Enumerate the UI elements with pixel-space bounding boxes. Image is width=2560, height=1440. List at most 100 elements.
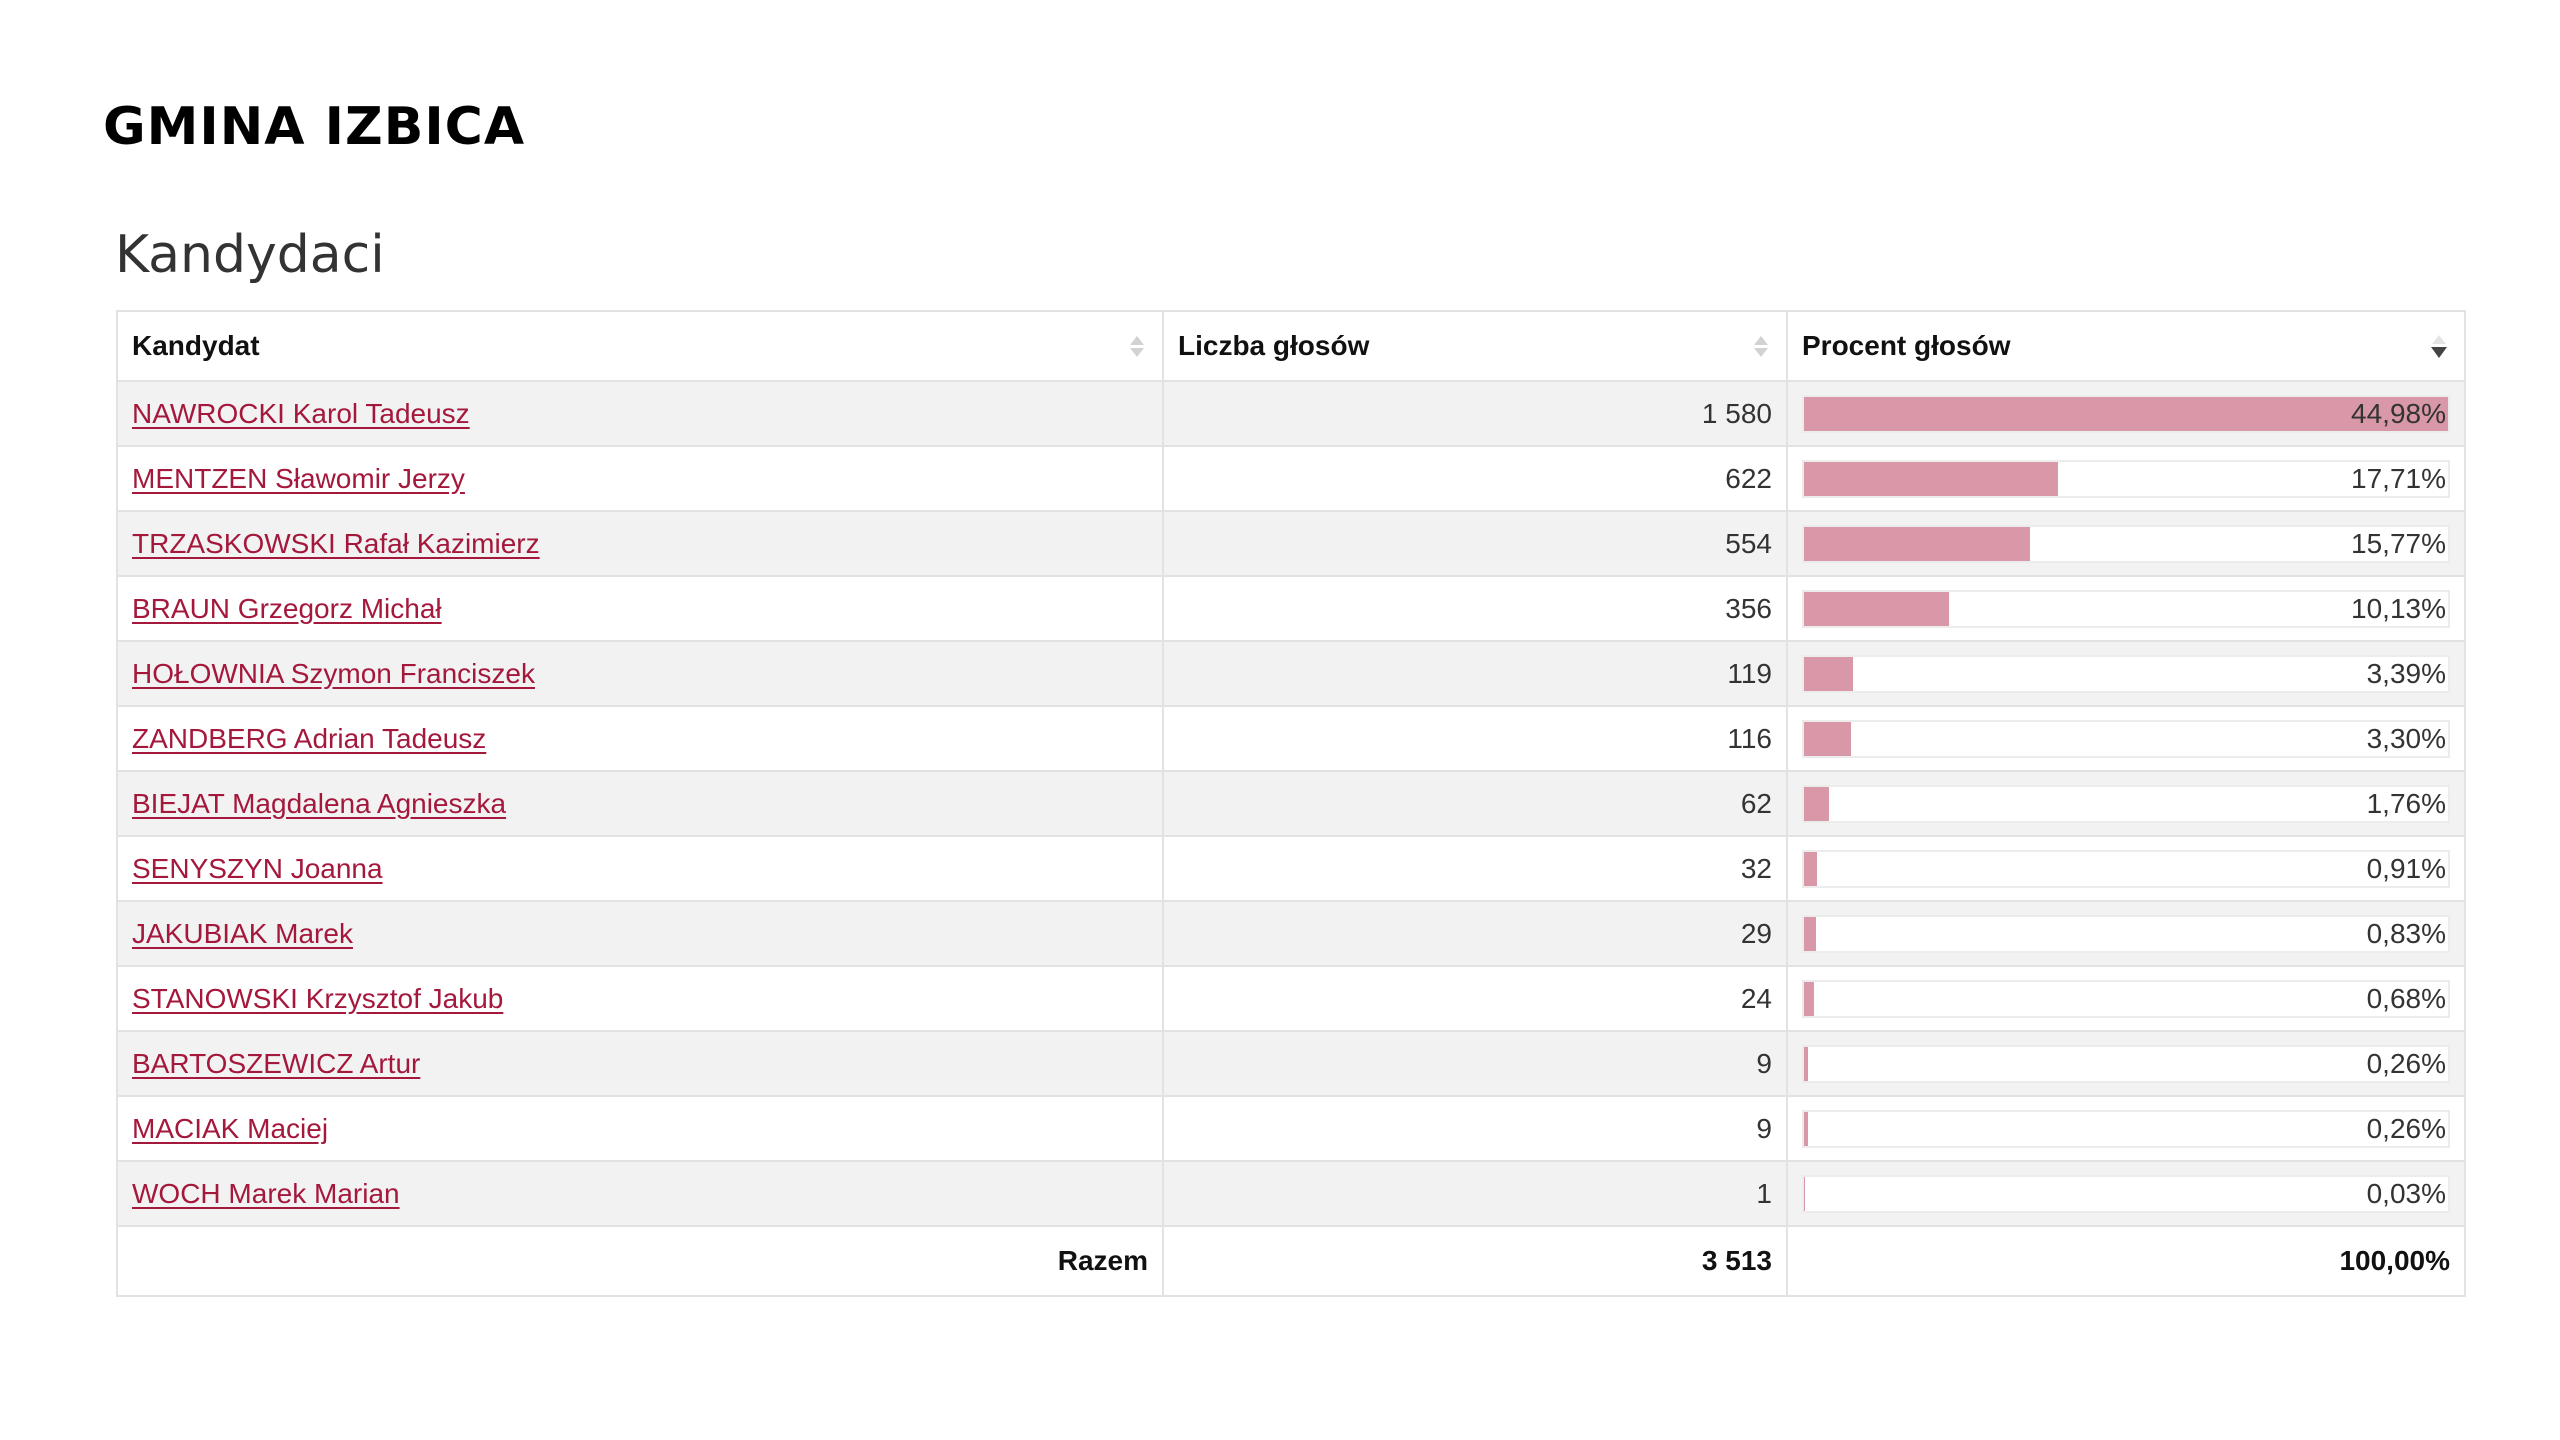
candidate-cell: BRAUN Grzegorz Michał — [116, 575, 1164, 642]
percent-bar: 1,76% — [1802, 784, 2450, 823]
votes-cell: 1 — [1162, 1160, 1788, 1227]
percent-label: 3,39% — [2366, 657, 2446, 689]
votes-cell: 32 — [1162, 835, 1788, 902]
votes-cell: 9 — [1162, 1095, 1788, 1162]
sort-desc-icon — [1130, 347, 1144, 357]
candidate-link[interactable]: STANOWSKI Krzysztof Jakub — [132, 982, 504, 1014]
column-header-label: Procent głosów — [1802, 330, 2011, 361]
votes-cell: 356 — [1162, 575, 1788, 642]
candidate-cell: STANOWSKI Krzysztof Jakub — [116, 965, 1164, 1032]
votes-cell: 119 — [1162, 640, 1788, 707]
candidate-link[interactable]: JAKUBIAK Marek — [132, 917, 353, 949]
percent-bar-fill — [1804, 526, 2030, 561]
candidate-cell: MACIAK Maciej — [116, 1095, 1164, 1162]
percent-bar-fill — [1804, 1111, 1808, 1146]
percent-bar-fill — [1804, 591, 1950, 626]
page-title: GMINA IZBICA — [103, 97, 526, 157]
candidate-link[interactable]: BARTOSZEWICZ Artur — [132, 1047, 421, 1079]
sort-asc-icon — [1754, 335, 1768, 345]
percent-cell: 0,03% — [1786, 1160, 2466, 1227]
candidate-link[interactable]: TRZASKOWSKI Rafał Kazimierz — [132, 527, 540, 559]
sort-icon[interactable] — [1130, 331, 1144, 361]
percent-cell: 17,71% — [1786, 445, 2466, 512]
table-row: MENTZEN Sławomir Jerzy 622 17,71% — [116, 445, 2466, 512]
column-header-votes[interactable]: Liczba głosów — [1162, 310, 1788, 382]
percent-bar: 17,71% — [1802, 459, 2450, 498]
sort-icon[interactable] — [1754, 331, 1768, 361]
column-header-label: Kandydat — [132, 330, 260, 361]
percent-cell: 15,77% — [1786, 510, 2466, 577]
table-row: JAKUBIAK Marek 29 0,83% — [116, 900, 2466, 967]
percent-cell: 1,76% — [1786, 770, 2466, 837]
percent-bar: 0,83% — [1802, 914, 2450, 953]
percent-bar: 3,39% — [1802, 654, 2450, 693]
table-row: HOŁOWNIA Szymon Franciszek 119 3,39% — [116, 640, 2466, 707]
candidate-link[interactable]: ZANDBERG Adrian Tadeusz — [132, 722, 487, 754]
candidate-cell: BARTOSZEWICZ Artur — [116, 1030, 1164, 1097]
sort-desc-icon — [2431, 346, 2447, 358]
column-header-percent[interactable]: Procent głosów — [1786, 310, 2466, 382]
sort-asc-icon — [2432, 334, 2446, 344]
votes-cell: 622 — [1162, 445, 1788, 512]
table-row: WOCH Marek Marian 1 0,03% — [116, 1160, 2466, 1227]
votes-cell: 62 — [1162, 770, 1788, 837]
table-header-row: Kandydat Liczba głosów Procent głosów — [116, 310, 2466, 382]
percent-cell: 3,30% — [1786, 705, 2466, 772]
candidate-link[interactable]: BIEJAT Magdalena Agnieszka — [132, 787, 507, 819]
percent-cell: 10,13% — [1786, 575, 2466, 642]
percent-label: 1,76% — [2366, 787, 2446, 819]
percent-label: 0,26% — [2366, 1112, 2446, 1144]
candidate-cell: SENYSZYN Joanna — [116, 835, 1164, 902]
votes-cell: 9 — [1162, 1030, 1788, 1097]
percent-bar-fill — [1804, 461, 2058, 496]
candidate-link[interactable]: HOŁOWNIA Szymon Franciszek — [132, 657, 535, 689]
percent-bar-fill — [1804, 656, 1853, 691]
percent-cell: 0,68% — [1786, 965, 2466, 1032]
candidate-cell: MENTZEN Sławomir Jerzy — [116, 445, 1164, 512]
candidate-cell: TRZASKOWSKI Rafał Kazimierz — [116, 510, 1164, 577]
percent-bar: 15,77% — [1802, 524, 2450, 563]
percent-bar-fill — [1804, 851, 1818, 886]
candidate-cell: BIEJAT Magdalena Agnieszka — [116, 770, 1164, 837]
candidate-link[interactable]: BRAUN Grzegorz Michał — [132, 592, 442, 624]
candidates-table: Kandydat Liczba głosów Procent głosów — [116, 310, 2466, 1297]
section-title: Kandydaci — [115, 225, 385, 285]
candidate-link[interactable]: WOCH Marek Marian — [132, 1177, 400, 1209]
candidate-cell: WOCH Marek Marian — [116, 1160, 1164, 1227]
candidate-link[interactable]: MACIAK Maciej — [132, 1112, 329, 1144]
table-row: BARTOSZEWICZ Artur 9 0,26% — [116, 1030, 2466, 1097]
percent-bar: 44,98% — [1802, 394, 2450, 433]
sort-desc-active-icon[interactable] — [2431, 331, 2447, 361]
table-row: NAWROCKI Karol Tadeusz 1 580 44,98% — [116, 380, 2466, 447]
percent-cell: 0,26% — [1786, 1095, 2466, 1162]
percent-bar: 0,03% — [1802, 1174, 2450, 1213]
candidate-link[interactable]: NAWROCKI Karol Tadeusz — [132, 397, 470, 429]
table-row: ZANDBERG Adrian Tadeusz 116 3,30% — [116, 705, 2466, 772]
percent-cell: 0,83% — [1786, 900, 2466, 967]
percent-cell: 3,39% — [1786, 640, 2466, 707]
candidate-cell: NAWROCKI Karol Tadeusz — [116, 380, 1164, 447]
percent-label: 10,13% — [2351, 592, 2446, 624]
percent-bar: 0,68% — [1802, 979, 2450, 1018]
table-row: SENYSZYN Joanna 32 0,91% — [116, 835, 2466, 902]
table-row: STANOWSKI Krzysztof Jakub 24 0,68% — [116, 965, 2466, 1032]
percent-label: 44,98% — [2351, 397, 2446, 429]
candidate-link[interactable]: SENYSZYN Joanna — [132, 852, 383, 884]
percent-bar: 0,26% — [1802, 1044, 2450, 1083]
column-header-candidate[interactable]: Kandydat — [116, 310, 1164, 382]
table-row: TRZASKOWSKI Rafał Kazimierz 554 15,77% — [116, 510, 2466, 577]
votes-cell: 1 580 — [1162, 380, 1788, 447]
percent-bar-fill — [1804, 1046, 1808, 1081]
candidate-link[interactable]: MENTZEN Sławomir Jerzy — [132, 462, 465, 494]
percent-bar: 0,91% — [1802, 849, 2450, 888]
sort-asc-icon — [1130, 335, 1144, 345]
percent-label: 17,71% — [2351, 462, 2446, 494]
percent-label: 3,30% — [2366, 722, 2446, 754]
candidate-cell: JAKUBIAK Marek — [116, 900, 1164, 967]
votes-cell: 554 — [1162, 510, 1788, 577]
percent-label: 0,26% — [2366, 1047, 2446, 1079]
percent-bar-fill — [1804, 786, 1830, 821]
total-percent: 100,00% — [1786, 1225, 2466, 1297]
table-row: BRAUN Grzegorz Michał 356 10,13% — [116, 575, 2466, 642]
percent-cell: 44,98% — [1786, 380, 2466, 447]
